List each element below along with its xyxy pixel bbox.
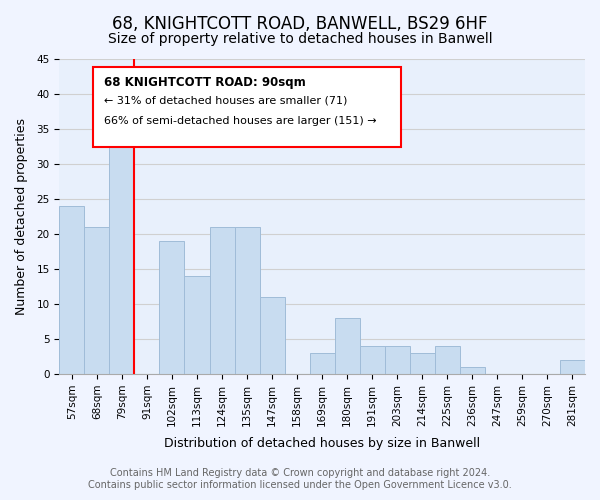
Bar <box>360 346 385 374</box>
Y-axis label: Number of detached properties: Number of detached properties <box>15 118 28 315</box>
Bar <box>235 227 260 374</box>
Bar <box>260 297 284 374</box>
Text: 66% of semi-detached houses are larger (151) →: 66% of semi-detached houses are larger (… <box>104 116 377 126</box>
Bar <box>59 206 85 374</box>
Bar <box>184 276 209 374</box>
Text: ← 31% of detached houses are smaller (71): ← 31% of detached houses are smaller (71… <box>104 95 347 105</box>
Bar <box>410 353 435 374</box>
Text: Size of property relative to detached houses in Banwell: Size of property relative to detached ho… <box>107 32 493 46</box>
Bar <box>160 241 184 374</box>
Bar <box>435 346 460 374</box>
Bar <box>209 227 235 374</box>
Bar <box>335 318 360 374</box>
Bar <box>560 360 585 374</box>
Bar <box>385 346 410 374</box>
Bar <box>85 227 109 374</box>
Bar <box>109 136 134 374</box>
Bar <box>310 353 335 374</box>
X-axis label: Distribution of detached houses by size in Banwell: Distribution of detached houses by size … <box>164 437 480 450</box>
Bar <box>460 367 485 374</box>
Text: 68 KNIGHTCOTT ROAD: 90sqm: 68 KNIGHTCOTT ROAD: 90sqm <box>104 76 306 90</box>
Text: Contains HM Land Registry data © Crown copyright and database right 2024.
Contai: Contains HM Land Registry data © Crown c… <box>88 468 512 490</box>
FancyBboxPatch shape <box>94 67 401 147</box>
Text: 68, KNIGHTCOTT ROAD, BANWELL, BS29 6HF: 68, KNIGHTCOTT ROAD, BANWELL, BS29 6HF <box>112 15 488 33</box>
